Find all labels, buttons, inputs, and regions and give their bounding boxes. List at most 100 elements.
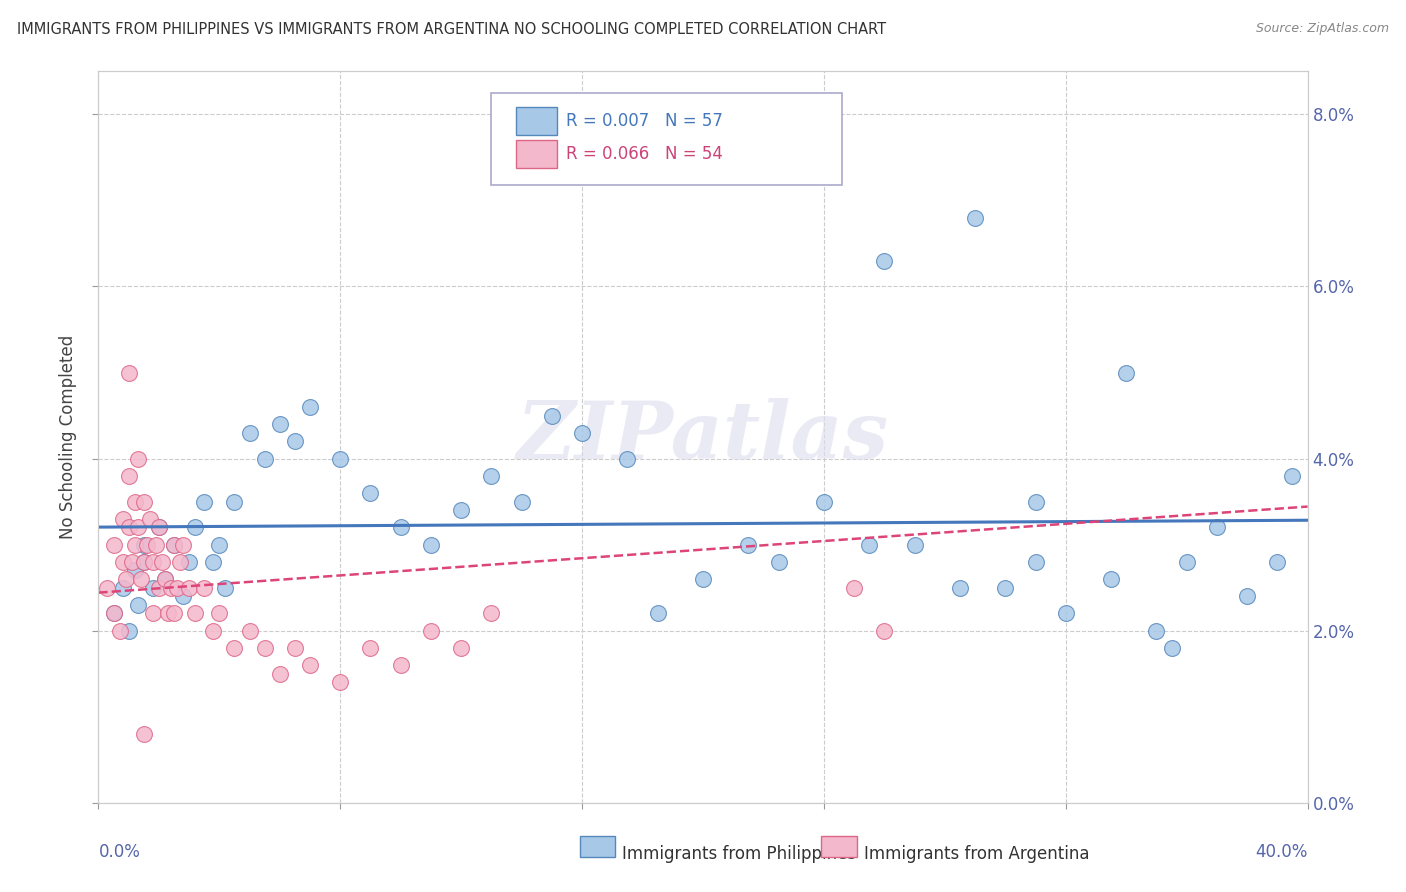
Point xyxy=(1099,572,1122,586)
Point xyxy=(135,538,157,552)
Point xyxy=(127,451,149,466)
FancyBboxPatch shape xyxy=(516,140,557,168)
Point xyxy=(994,581,1017,595)
Point xyxy=(148,520,170,534)
Point xyxy=(172,538,194,552)
Point xyxy=(1206,520,1229,534)
Point xyxy=(160,581,183,595)
Point xyxy=(360,486,382,500)
Point xyxy=(172,589,194,603)
Point xyxy=(389,658,412,673)
Point xyxy=(169,555,191,569)
Point xyxy=(184,520,207,534)
Point xyxy=(202,624,225,638)
Point xyxy=(163,607,186,621)
Y-axis label: No Schooling Completed: No Schooling Completed xyxy=(59,335,77,539)
Point xyxy=(153,572,176,586)
Text: IMMIGRANTS FROM PHILIPPINES VS IMMIGRANTS FROM ARGENTINA NO SCHOOLING COMPLETED : IMMIGRANTS FROM PHILIPPINES VS IMMIGRANT… xyxy=(17,22,886,37)
Point xyxy=(949,581,972,595)
Point xyxy=(1236,589,1258,603)
Point xyxy=(129,572,152,586)
Point xyxy=(132,727,155,741)
Point xyxy=(118,624,141,638)
Point xyxy=(873,253,896,268)
Point xyxy=(103,607,125,621)
Point xyxy=(1024,555,1046,569)
Point xyxy=(510,494,533,508)
Point xyxy=(139,512,162,526)
Point xyxy=(96,581,118,595)
Text: Immigrants from Argentina: Immigrants from Argentina xyxy=(863,846,1090,863)
Point xyxy=(299,658,322,673)
Point xyxy=(647,607,669,621)
Point xyxy=(284,640,307,655)
Point xyxy=(214,581,236,595)
Point xyxy=(813,494,835,508)
Point xyxy=(118,520,141,534)
Point xyxy=(253,451,276,466)
Point xyxy=(118,366,141,380)
Point xyxy=(329,675,352,690)
Point xyxy=(179,581,201,595)
Point xyxy=(329,451,352,466)
Point xyxy=(692,572,714,586)
FancyBboxPatch shape xyxy=(821,836,856,857)
Text: 0.0%: 0.0% xyxy=(98,843,141,861)
Point xyxy=(224,494,246,508)
FancyBboxPatch shape xyxy=(516,107,557,135)
Text: 40.0%: 40.0% xyxy=(1256,843,1308,861)
Point xyxy=(145,538,167,552)
Point xyxy=(1115,366,1137,380)
Point xyxy=(450,640,472,655)
Point xyxy=(208,538,231,552)
Point xyxy=(166,581,188,595)
Point xyxy=(269,417,291,432)
Text: Source: ZipAtlas.com: Source: ZipAtlas.com xyxy=(1256,22,1389,36)
Point xyxy=(142,581,165,595)
Point xyxy=(111,512,134,526)
Point xyxy=(844,581,866,595)
Point xyxy=(1024,494,1046,508)
Point xyxy=(253,640,276,655)
Point xyxy=(1175,555,1198,569)
Point xyxy=(1267,555,1289,569)
Point xyxy=(768,555,790,569)
Point xyxy=(111,581,134,595)
Point xyxy=(148,520,170,534)
Point xyxy=(132,555,155,569)
Point xyxy=(132,538,155,552)
Point xyxy=(239,624,262,638)
Point xyxy=(193,581,215,595)
Point xyxy=(1144,624,1167,638)
Point xyxy=(616,451,638,466)
Point xyxy=(450,503,472,517)
Point xyxy=(540,409,562,423)
Point xyxy=(389,520,412,534)
Point xyxy=(284,434,307,449)
Point xyxy=(481,468,503,483)
Point xyxy=(163,538,186,552)
Point xyxy=(202,555,225,569)
Point xyxy=(150,555,173,569)
Point xyxy=(124,494,146,508)
Point xyxy=(420,538,443,552)
Point xyxy=(299,400,322,414)
Point xyxy=(904,538,927,552)
Point xyxy=(193,494,215,508)
Point xyxy=(103,607,125,621)
Point xyxy=(360,640,382,655)
Point xyxy=(132,494,155,508)
Point xyxy=(114,572,136,586)
FancyBboxPatch shape xyxy=(492,94,842,185)
Point xyxy=(420,624,443,638)
Point xyxy=(179,555,201,569)
Text: ZIPatlas: ZIPatlas xyxy=(517,399,889,475)
Point xyxy=(153,572,176,586)
Text: R = 0.007   N = 57: R = 0.007 N = 57 xyxy=(567,112,723,130)
Point xyxy=(1054,607,1077,621)
Point xyxy=(124,538,146,552)
Point xyxy=(269,666,291,681)
Point xyxy=(873,624,896,638)
Point xyxy=(481,607,503,621)
Point xyxy=(124,564,146,578)
